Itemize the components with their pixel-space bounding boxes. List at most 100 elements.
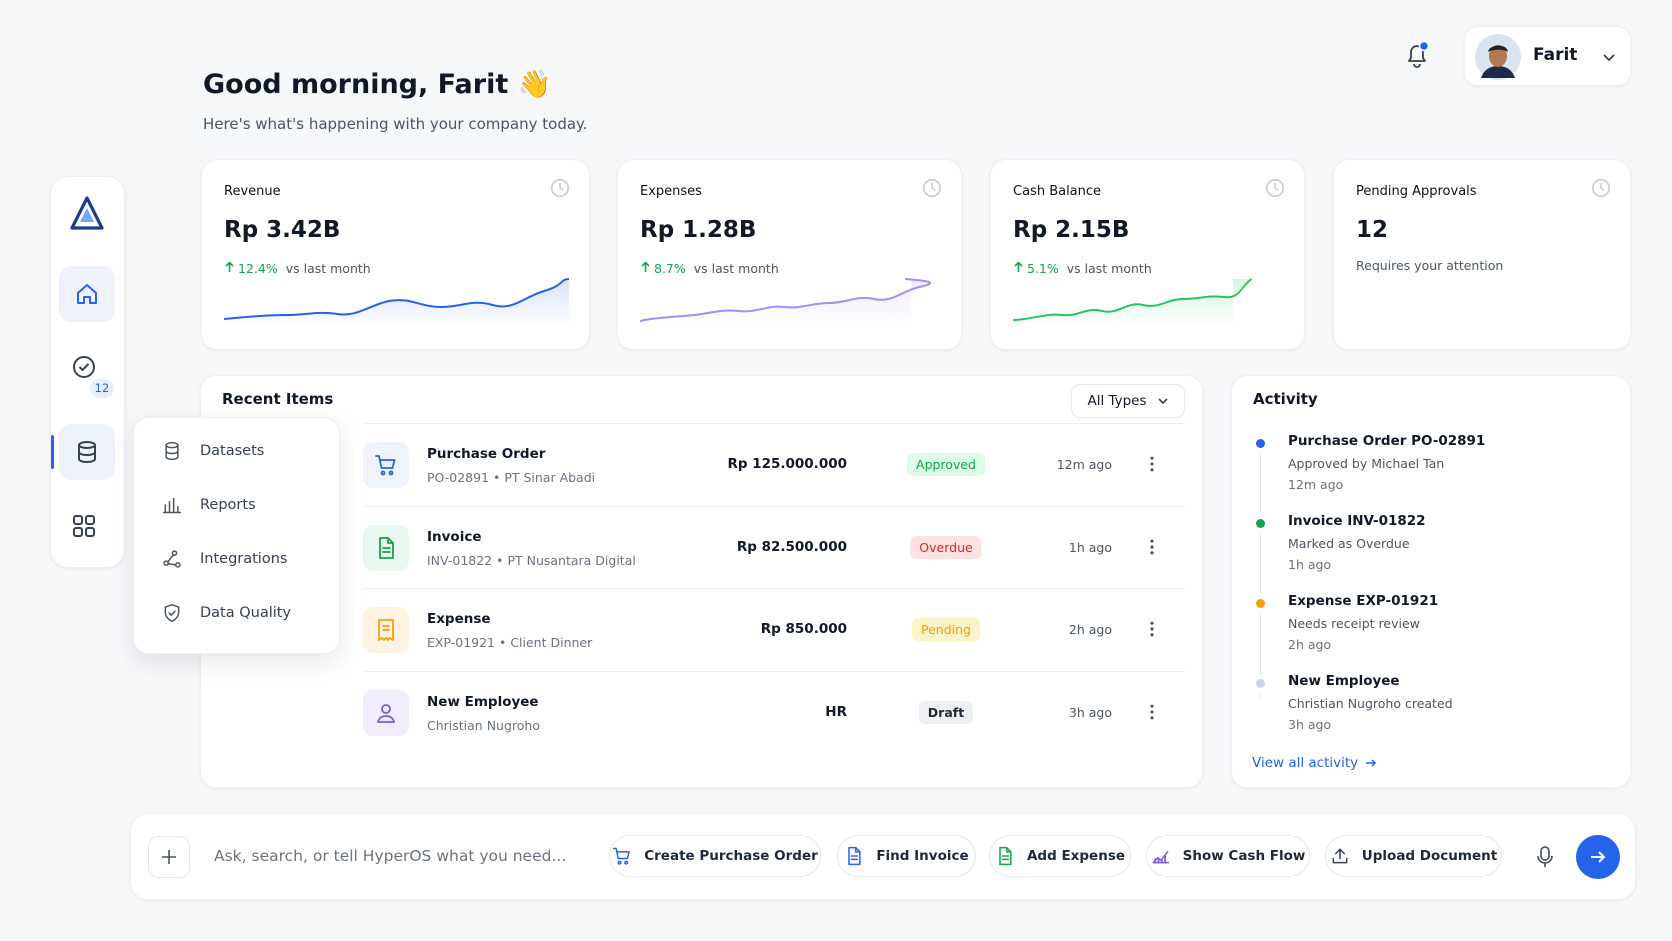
prompt-input[interactable]: Ask, search, or tell HyperOS what you ne… bbox=[214, 847, 567, 865]
recent-row: Invoice INV-01822 • PT Nusantara Digital R… bbox=[201, 517, 1202, 577]
icon-part bbox=[85, 515, 95, 525]
nav-approvals[interactable] bbox=[71, 354, 97, 384]
icon bbox=[848, 846, 861, 866]
stat-change: 5.1% vs last month bbox=[1013, 261, 1152, 276]
quick-action[interactable]: Add Expense bbox=[989, 835, 1131, 877]
icon bbox=[165, 441, 179, 461]
item-time: 12m ago bbox=[1056, 457, 1112, 472]
row-menu[interactable] bbox=[1142, 537, 1162, 561]
item-icon bbox=[363, 524, 409, 571]
item-time: 2h ago bbox=[1068, 622, 1112, 637]
activity-time: 2h ago bbox=[1288, 637, 1332, 652]
icon-part bbox=[559, 182, 564, 191]
clock-icon bbox=[549, 177, 571, 203]
menu-item[interactable]: Data Quality bbox=[162, 603, 291, 623]
mic-icon bbox=[1537, 846, 1553, 867]
up-arrow bbox=[640, 261, 651, 276]
row-divider bbox=[363, 671, 1185, 672]
item-amount: Rp 850.000 bbox=[760, 621, 847, 637]
icon bbox=[1150, 704, 1154, 719]
plus-icon bbox=[162, 850, 176, 864]
icon-part bbox=[931, 182, 936, 191]
sparkline-svg bbox=[223, 278, 581, 327]
icon-part bbox=[1603, 54, 1615, 62]
up-arrow bbox=[1013, 261, 1024, 276]
icon-part bbox=[388, 470, 394, 476]
quick-action[interactable]: Find Invoice bbox=[837, 835, 976, 877]
view-all-link[interactable]: View all activity bbox=[1252, 755, 1378, 771]
send-button[interactable] bbox=[1576, 835, 1620, 879]
icon-part bbox=[1150, 704, 1154, 708]
menu-icon bbox=[162, 495, 182, 515]
icon-part bbox=[1150, 462, 1154, 466]
icon-part bbox=[1481, 66, 1515, 78]
add-button[interactable] bbox=[148, 836, 190, 878]
icon-part bbox=[78, 445, 96, 464]
nav-home[interactable] bbox=[59, 266, 115, 322]
nav-apps[interactable] bbox=[71, 513, 97, 543]
icon-part bbox=[1153, 855, 1166, 864]
change-pct: 8.7% bbox=[654, 261, 686, 276]
icon-part bbox=[70, 196, 104, 230]
nav-data[interactable] bbox=[59, 424, 115, 480]
activity-detail: Marked as Overdue bbox=[1288, 536, 1410, 551]
subtitle: Here's what's happening with your compan… bbox=[203, 115, 588, 133]
icon-part bbox=[999, 846, 1012, 866]
stat-value: Rp 3.42B bbox=[224, 217, 341, 243]
menu-item[interactable]: Integrations bbox=[162, 549, 287, 569]
icon-part bbox=[382, 625, 390, 631]
data-flyout-menu: Datasets Reports Integrations Data Quality bbox=[133, 417, 340, 654]
icon bbox=[1150, 621, 1154, 637]
icon-part bbox=[1265, 178, 1285, 198]
icon-part bbox=[1540, 846, 1550, 861]
icon-part bbox=[171, 550, 178, 556]
item-icon bbox=[363, 607, 409, 653]
icon-part bbox=[167, 554, 177, 566]
avatar bbox=[1475, 34, 1521, 80]
activity-time: 1h ago bbox=[1288, 557, 1332, 572]
action-label: Add Expense bbox=[1026, 848, 1126, 864]
stat-card: Pending Approvals 12 Requires your attenti… bbox=[1333, 159, 1631, 350]
action-icon bbox=[844, 846, 864, 866]
quick-action[interactable]: Upload Document bbox=[1325, 835, 1502, 877]
activity-detail: Needs receipt review bbox=[1288, 616, 1420, 631]
recent-items-panel: Recent Items All Types Purchase Order PO-… bbox=[200, 375, 1203, 788]
item-amount: Rp 125.000.000 bbox=[727, 456, 847, 472]
row-menu[interactable] bbox=[1142, 454, 1162, 478]
notification-bell[interactable] bbox=[1400, 38, 1434, 76]
icon bbox=[164, 603, 180, 623]
activity-title: Purchase Order PO-02891 bbox=[1288, 433, 1486, 449]
quick-action[interactable]: Show Cash Flow bbox=[1146, 835, 1310, 877]
icon-part bbox=[164, 603, 180, 623]
stat-change: Requires your attention bbox=[1356, 258, 1503, 273]
icon-part bbox=[639, 278, 931, 322]
clock-icon bbox=[1264, 177, 1286, 203]
icon-part bbox=[381, 703, 391, 714]
icon-part bbox=[1150, 627, 1154, 631]
change-note: vs last month bbox=[1066, 261, 1152, 276]
icon-part bbox=[77, 284, 97, 304]
item-ref: EXP-01921 • Client Dinner bbox=[427, 635, 593, 650]
activity-time: 3h ago bbox=[1288, 717, 1332, 732]
type-filter[interactable]: All Types bbox=[1071, 384, 1185, 418]
action-icon bbox=[612, 846, 632, 866]
status-dot bbox=[1256, 519, 1265, 528]
user-menu[interactable]: Farit bbox=[1464, 26, 1631, 86]
activity-title: New Employee bbox=[1288, 673, 1400, 689]
item-icon bbox=[363, 442, 409, 488]
stat-card: Cash Balance Rp 2.15B 5.1% vs last month bbox=[990, 159, 1305, 350]
menu-icon bbox=[162, 549, 182, 569]
row-menu[interactable] bbox=[1142, 619, 1162, 643]
clock-icon bbox=[1590, 177, 1612, 203]
arrow bbox=[1014, 261, 1023, 272]
item-amount: HR bbox=[825, 703, 847, 720]
menu-item[interactable]: Datasets bbox=[162, 441, 264, 461]
status-dot bbox=[1256, 599, 1265, 608]
quick-action[interactable]: Create Purchase Order bbox=[609, 835, 821, 877]
mic-button[interactable] bbox=[1534, 845, 1556, 873]
menu-item[interactable]: Reports bbox=[162, 495, 256, 515]
grid-icon bbox=[73, 515, 95, 537]
row-menu[interactable] bbox=[1142, 702, 1162, 726]
icon-part bbox=[1150, 709, 1154, 714]
